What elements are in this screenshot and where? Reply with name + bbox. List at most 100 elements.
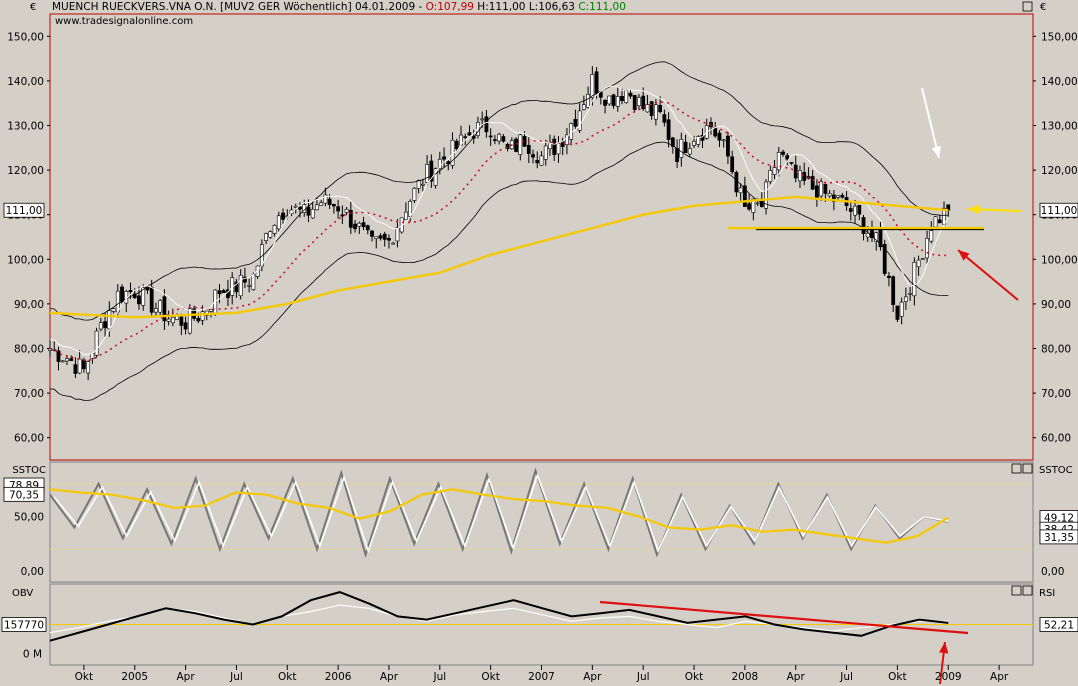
- candle-175: [789, 162, 794, 166]
- obv-value-left: 157770: [4, 620, 44, 632]
- candle-23: [145, 285, 150, 294]
- candle-138: [632, 95, 637, 112]
- candle-84: [404, 202, 408, 221]
- candle-body: [670, 137, 675, 147]
- candle-74: [361, 216, 366, 231]
- price-axis-label-left: 130,00: [7, 121, 44, 133]
- candle-body: [721, 139, 726, 142]
- candle-169: [764, 179, 768, 215]
- candle-body: [632, 95, 637, 111]
- candle-body: [742, 185, 747, 207]
- bollinger-lower: [49, 141, 949, 401]
- candle-body: [925, 238, 929, 259]
- x-tick-label: Okt: [278, 671, 296, 683]
- candle-88: [420, 178, 425, 192]
- candle-93: [442, 147, 446, 168]
- candle-body: [408, 201, 413, 217]
- x-tick-label: Jul: [229, 671, 243, 683]
- candle-body: [802, 172, 807, 181]
- last-price-label-left-box: [3, 202, 45, 218]
- candle-5: [69, 355, 74, 361]
- price-axis-label-right: 140,00: [1041, 76, 1078, 88]
- candle-66: [327, 194, 332, 209]
- candle-body: [543, 145, 548, 160]
- candle-117: [543, 139, 548, 166]
- candle-body: [289, 209, 294, 215]
- candle-body: [831, 194, 836, 202]
- candle-body: [77, 358, 82, 374]
- price-axis-label-right: 150,00: [1041, 31, 1078, 43]
- candle-64: [319, 199, 324, 206]
- candle-body: [348, 209, 353, 228]
- candle-body: [789, 162, 794, 164]
- candle-190: [853, 200, 857, 224]
- candle-15: [111, 307, 116, 314]
- candle-body: [361, 222, 366, 228]
- candle-body: [891, 276, 896, 305]
- rsi-line: [49, 604, 949, 634]
- candle-body: [141, 287, 146, 306]
- candle-body: [556, 143, 561, 155]
- candle-208: [929, 221, 934, 244]
- candle-body: [327, 198, 332, 205]
- candle-body: [573, 118, 578, 127]
- close-value: C:111,00: [578, 1, 626, 13]
- candle-body: [179, 316, 184, 326]
- candle-body: [882, 243, 887, 275]
- candle-body: [531, 154, 535, 158]
- candle-body: [577, 110, 582, 131]
- close-icon: [1022, 463, 1033, 474]
- candle-body: [666, 119, 671, 140]
- candle-body: [734, 172, 739, 193]
- candle-7: [77, 350, 82, 375]
- candle-108: [505, 142, 510, 152]
- rsi-value-right: 52,21: [1044, 620, 1074, 632]
- red-arrow: [957, 249, 1019, 301]
- sstoc-line-white: [53, 472, 949, 554]
- candle-122: [565, 127, 569, 155]
- candle-26: [158, 299, 163, 316]
- candle-124: [573, 109, 578, 129]
- candle-body: [357, 222, 362, 227]
- candle-body: [586, 94, 591, 108]
- last-price-label-right: 111,00: [1041, 205, 1078, 217]
- candle-51: [264, 232, 268, 245]
- price-axis-label-left: 70,00: [14, 388, 44, 400]
- candle-body: [276, 215, 281, 230]
- candle-body: [552, 138, 557, 155]
- candle-139: [637, 93, 641, 110]
- candle-body: [764, 181, 768, 209]
- candle-116: [539, 151, 544, 166]
- candle-body: [209, 309, 213, 312]
- candle-170: [768, 165, 773, 185]
- candle-body: [196, 317, 201, 322]
- obv-value-left-box: [1, 617, 47, 632]
- sstoc-value-5: 31,35: [1044, 532, 1074, 544]
- candle-9: [86, 360, 91, 381]
- price-axis-label-right: 100,00: [1041, 254, 1078, 266]
- x-tick-label: Okt: [75, 671, 93, 683]
- candle-body: [615, 96, 620, 107]
- candle-150: [683, 134, 688, 153]
- candle-2: [56, 346, 61, 371]
- candle-body: [65, 358, 69, 362]
- candle-body: [158, 300, 163, 313]
- candle-body: [865, 232, 870, 238]
- candle-body: [518, 134, 523, 155]
- candle-body: [293, 205, 298, 208]
- candle-body: [713, 127, 718, 137]
- candle-body: [306, 206, 311, 216]
- candle-126: [581, 95, 586, 111]
- candle-body: [861, 217, 866, 234]
- obv-trendline: [599, 600, 969, 635]
- candle-191: [857, 204, 862, 221]
- restore-icon: [1011, 463, 1022, 474]
- candle-198: [887, 271, 891, 287]
- candle-178: [802, 162, 807, 186]
- candle-172: [776, 146, 781, 177]
- candle-130: [598, 90, 603, 105]
- candle-body: [416, 180, 421, 189]
- candle-body: [429, 160, 434, 182]
- candle-53: [272, 224, 277, 237]
- candle-body: [492, 139, 497, 141]
